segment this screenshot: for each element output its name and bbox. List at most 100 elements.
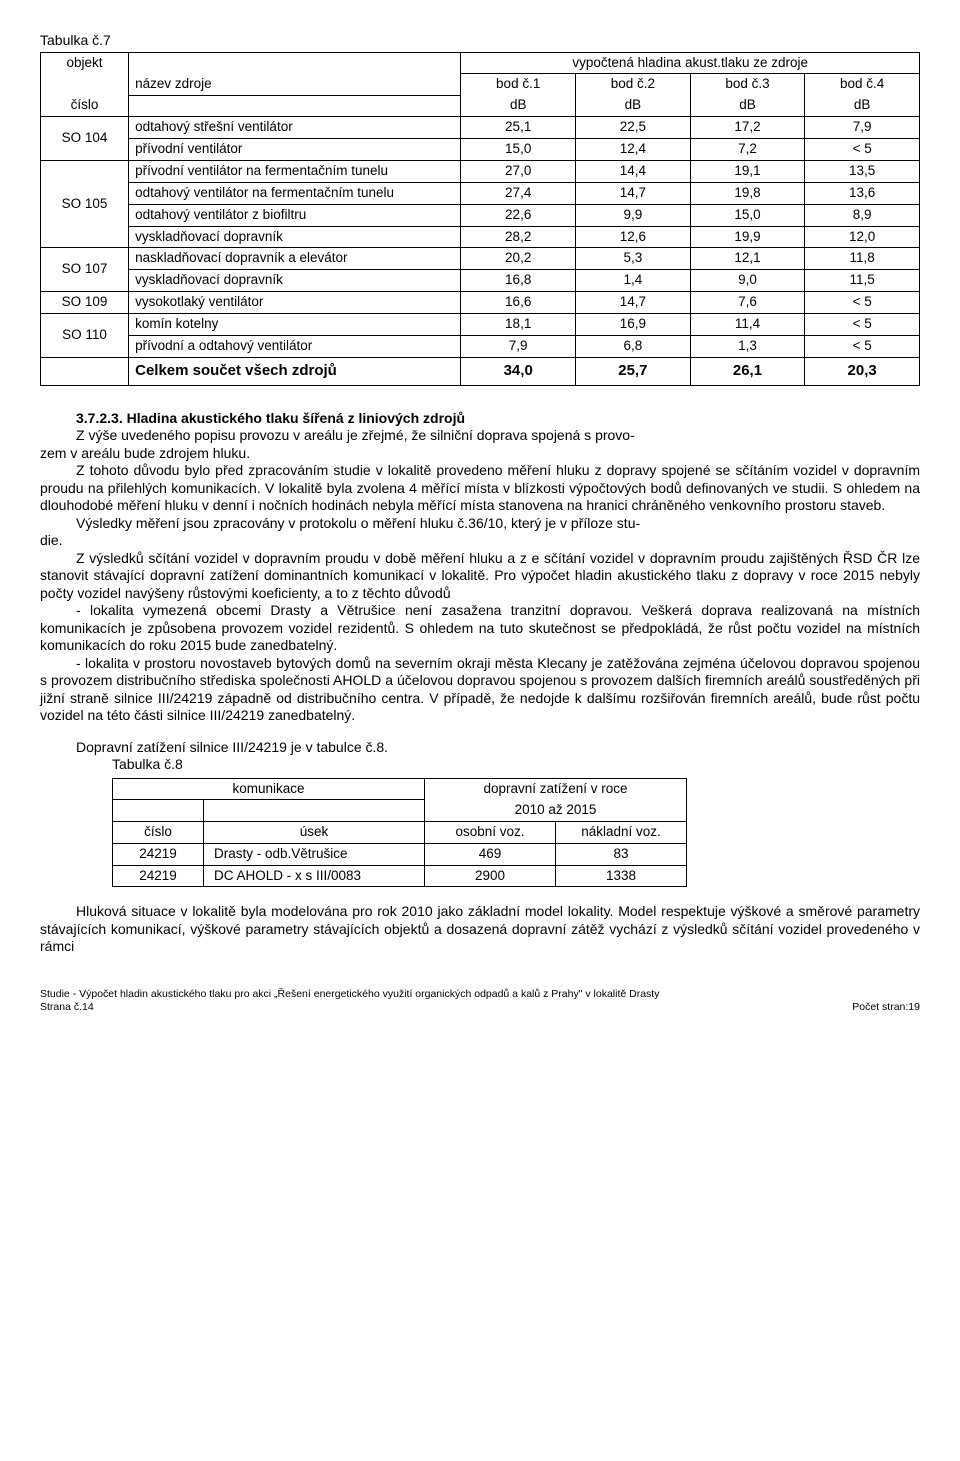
cell-val: 20,2	[461, 248, 576, 270]
cell-val: < 5	[805, 314, 920, 336]
cell-val: 16,9	[576, 314, 691, 336]
cell-val: 12,6	[576, 226, 691, 248]
cell-name: odtahový ventilátor na fermentačním tune…	[129, 182, 461, 204]
cell-obj: SO 110	[41, 314, 129, 358]
cell-val: 15,0	[461, 139, 576, 161]
cell-osob: 469	[425, 843, 556, 865]
th-db4: dB	[805, 95, 920, 116]
cell-val: 7,2	[690, 139, 805, 161]
sum-val: 20,3	[805, 357, 920, 385]
cell-val: 19,9	[690, 226, 805, 248]
cell-name: naskladňovací dopravník a elevátor	[129, 248, 461, 270]
cell-val: 16,8	[461, 270, 576, 292]
sum-val: 34,0	[461, 357, 576, 385]
cell-usek: Drasty - odb.Větrušice	[204, 843, 425, 865]
th-b2: bod č.2	[576, 74, 691, 95]
cell-val: 25,1	[461, 117, 576, 139]
l2: - lokalita v prostoru novostaveb bytovýc…	[40, 655, 920, 725]
table8-title: Tabulka č.8	[40, 756, 920, 774]
cell-val: 13,5	[805, 160, 920, 182]
cell-val: 7,6	[690, 292, 805, 314]
cell-val: 14,4	[576, 160, 691, 182]
cell-val: 19,1	[690, 160, 805, 182]
cell-val: 28,2	[461, 226, 576, 248]
th-usek: úsek	[204, 821, 425, 843]
cell-val: 22,5	[576, 117, 691, 139]
p3a: Výsledky měření jsou zpracovány v protok…	[40, 515, 920, 533]
cell-name: odtahový ventilátor z biofiltru	[129, 204, 461, 226]
cell-val: 14,7	[576, 182, 691, 204]
cell-val: 14,7	[576, 292, 691, 314]
cell-val: 15,0	[690, 204, 805, 226]
cell-val: < 5	[805, 292, 920, 314]
l1: - lokalita vymezená obcemi Drasty a Větr…	[40, 602, 920, 655]
cell-val: 16,6	[461, 292, 576, 314]
cell-name: přívodní ventilátor na fermentačním tune…	[129, 160, 461, 182]
cell-val: 5,3	[576, 248, 691, 270]
p2: Z tohoto důvodu bylo před zpracováním st…	[40, 462, 920, 515]
cell-val: 11,5	[805, 270, 920, 292]
th-b1: bod č.1	[461, 74, 576, 95]
th-nazev: název zdroje	[129, 52, 461, 95]
cell-val: < 5	[805, 335, 920, 357]
cell-cislo: 24219	[113, 843, 204, 865]
th-nakl: nákladní voz.	[556, 821, 687, 843]
cell-val: 6,8	[576, 335, 691, 357]
th-cislo: číslo	[113, 821, 204, 843]
cell-usek: DC AHOLD - x s III/0083	[204, 865, 425, 887]
cell-name: přívodní ventilátor	[129, 139, 461, 161]
footer-left1: Studie - Výpočet hladin akustického tlak…	[40, 988, 659, 1001]
cell-osob: 2900	[425, 865, 556, 887]
cell-val: 17,2	[690, 117, 805, 139]
cell-val: 11,8	[805, 248, 920, 270]
cell-val: 27,0	[461, 160, 576, 182]
table7-title: Tabulka č.7	[40, 32, 920, 50]
section-heading: 3.7.2.3. Hladina akustického tlaku šířen…	[40, 410, 920, 428]
th-komunikace: komunikace	[113, 778, 425, 800]
th-years: 2010 až 2015	[425, 800, 687, 821]
cell-obj: SO 105	[41, 160, 129, 248]
cell-obj: SO 104	[41, 117, 129, 161]
footer-right: Počet stran:19	[852, 1001, 920, 1014]
cell-name: vyskladňovací dopravník	[129, 270, 461, 292]
p1b: zem v areálu bude zdrojem hluku.	[40, 445, 920, 463]
table7: objekt název zdroje vypočtená hladina ak…	[40, 52, 920, 386]
cell-val: 7,9	[805, 117, 920, 139]
cell-val: 12,4	[576, 139, 691, 161]
cell-nakl: 1338	[556, 865, 687, 887]
footer-left2: Strana č.14	[40, 1001, 659, 1014]
cell-val: 19,8	[690, 182, 805, 204]
cell-val: 22,6	[461, 204, 576, 226]
p5: Dopravní zatížení silnice III/24219 je v…	[40, 739, 920, 757]
cell-val: 13,6	[805, 182, 920, 204]
cell-val: 11,4	[690, 314, 805, 336]
th-db1: dB	[461, 95, 576, 116]
th-db3: dB	[690, 95, 805, 116]
cell-cislo: 24219	[113, 865, 204, 887]
p6: Hluková situace v lokalitě byla modelová…	[40, 903, 920, 956]
p4: Z výsledků sčítání vozidel v dopravním p…	[40, 550, 920, 603]
p1a: Z výše uvedeného popisu provozu v areálu…	[40, 427, 920, 445]
cell-val: 7,9	[461, 335, 576, 357]
th-dz: dopravní zatížení v roce	[425, 778, 687, 800]
th-cislo: číslo	[41, 95, 129, 116]
cell-val: 18,1	[461, 314, 576, 336]
cell-val: 1,4	[576, 270, 691, 292]
cell-nakl: 83	[556, 843, 687, 865]
sum-val: 26,1	[690, 357, 805, 385]
cell-obj: SO 109	[41, 292, 129, 314]
th-db2: dB	[576, 95, 691, 116]
sum-val: 25,7	[576, 357, 691, 385]
th-b4: bod č.4	[805, 74, 920, 95]
p3b: die.	[40, 532, 920, 550]
sum-label: Celkem součet všech zdrojů	[129, 357, 461, 385]
cell-name: vysokotlaký ventilátor	[129, 292, 461, 314]
cell-val: 27,4	[461, 182, 576, 204]
cell-name: vyskladňovací dopravník	[129, 226, 461, 248]
cell-name: přívodní a odtahový ventilátor	[129, 335, 461, 357]
th-osob: osobní voz.	[425, 821, 556, 843]
footer: Studie - Výpočet hladin akustického tlak…	[40, 988, 920, 1014]
cell-val: 8,9	[805, 204, 920, 226]
cell-name: komín kotelny	[129, 314, 461, 336]
table8: komunikace dopravní zatížení v roce 2010…	[112, 778, 687, 888]
